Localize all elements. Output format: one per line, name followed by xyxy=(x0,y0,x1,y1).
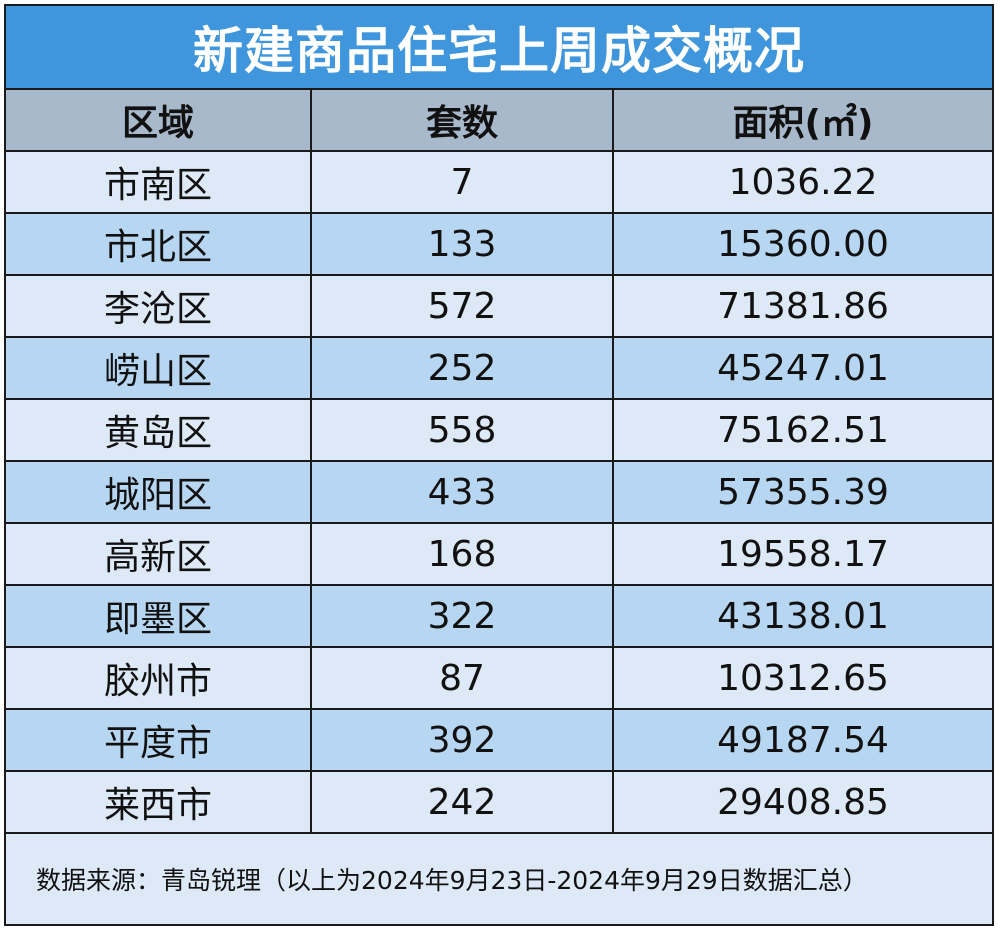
header-units: 套数 xyxy=(312,90,614,150)
cell-area: 15360.00 xyxy=(717,223,889,265)
cell-units: 168 xyxy=(312,524,614,584)
cell-area: 19558.17 xyxy=(717,533,889,575)
cell-region: 崂山区 xyxy=(6,338,312,398)
data-table: 新建商品住宅上周成交概况 区域 套数 面积(㎡) 市南区 7 1036.22 市北区 1… xyxy=(4,4,994,926)
cell-area: 45247.01 xyxy=(717,347,889,389)
cell-region: 李沧区 xyxy=(6,276,312,336)
cell-units: 392 xyxy=(312,710,614,770)
cell-units: 572 xyxy=(312,276,614,336)
cell-area: 49187.54 xyxy=(717,719,889,761)
table-row: 即墨区 322 43138.01 xyxy=(6,586,992,648)
table-title: 新建商品住宅上周成交概况 xyxy=(6,6,992,90)
cell-area: 71381.86 xyxy=(717,285,889,327)
cell-region: 城阳区 xyxy=(6,462,312,522)
table-row: 莱西市 242 29408.85 xyxy=(6,772,992,834)
cell-units: 87 xyxy=(312,648,614,708)
cell-area: 1036.22 xyxy=(728,161,878,203)
table-row: 市北区 133 15360.00 xyxy=(6,214,992,276)
table-header-row: 区域 套数 面积(㎡) xyxy=(6,90,992,152)
cell-region: 莱西市 xyxy=(6,772,312,832)
cell-units: 133 xyxy=(312,214,614,274)
cell-region: 平度市 xyxy=(6,710,312,770)
table-row: 城阳区 433 57355.39 xyxy=(6,462,992,524)
data-source-note: 数据来源：青岛锐理（以上为2024年9月23日-2024年9月29日数据汇总） xyxy=(36,866,868,895)
cell-units: 322 xyxy=(312,586,614,646)
table-row: 李沧区 572 71381.86 xyxy=(6,276,992,338)
table-row: 市南区 7 1036.22 xyxy=(6,152,992,214)
table-row: 平度市 392 49187.54 xyxy=(6,710,992,772)
cell-region: 即墨区 xyxy=(6,586,312,646)
header-area: 面积(㎡) xyxy=(732,103,874,144)
table-row: 胶州市 87 10312.65 xyxy=(6,648,992,710)
cell-area: 10312.65 xyxy=(717,657,889,699)
table-row: 高新区 168 19558.17 xyxy=(6,524,992,586)
cell-area: 29408.85 xyxy=(717,781,889,823)
cell-area: 75162.51 xyxy=(717,409,889,451)
table-row: 黄岛区 558 75162.51 xyxy=(6,400,992,462)
cell-area: 57355.39 xyxy=(717,471,889,513)
cell-units: 433 xyxy=(312,462,614,522)
cell-region: 市北区 xyxy=(6,214,312,274)
cell-region: 市南区 xyxy=(6,152,312,212)
header-region: 区域 xyxy=(6,90,312,150)
cell-region: 高新区 xyxy=(6,524,312,584)
table-row: 崂山区 252 45247.01 xyxy=(6,338,992,400)
cell-units: 7 xyxy=(312,152,614,212)
cell-area: 43138.01 xyxy=(717,595,889,637)
cell-region: 黄岛区 xyxy=(6,400,312,460)
cell-units: 558 xyxy=(312,400,614,460)
cell-units: 252 xyxy=(312,338,614,398)
cell-units: 242 xyxy=(312,772,614,832)
cell-region: 胶州市 xyxy=(6,648,312,708)
table-body: 市南区 7 1036.22 市北区 133 15360.00 李沧区 572 71381.86 崂… xyxy=(6,152,992,834)
